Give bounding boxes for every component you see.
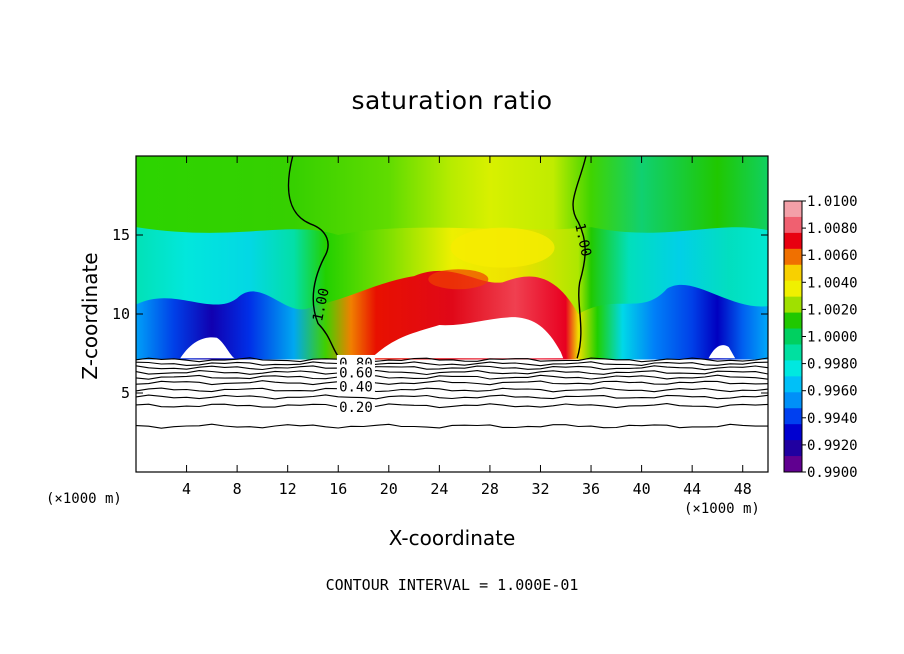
colorbar-swatch bbox=[784, 424, 802, 441]
x-axis-label: X-coordinate bbox=[388, 526, 516, 550]
colorbar-tick-label: 1.0040 bbox=[807, 275, 858, 291]
contour-lines bbox=[135, 155, 769, 429]
contour-line-lower bbox=[135, 394, 769, 400]
contour-label: 0.40 bbox=[339, 380, 373, 396]
contour-label: 1.00 bbox=[310, 287, 333, 323]
y-tick-label: 15 bbox=[112, 226, 130, 244]
field-white-bump-right bbox=[708, 345, 736, 359]
x-tick-label: 16 bbox=[329, 480, 347, 498]
contour-line-lower bbox=[135, 387, 769, 393]
colorbar-swatch bbox=[784, 408, 802, 425]
contour-1.00-right bbox=[572, 155, 587, 359]
colorbar-tick-label: 0.9900 bbox=[807, 465, 858, 481]
contour-interval-note: CONTOUR INTERVAL = 1.000E-01 bbox=[325, 576, 579, 594]
x-tick-label: 8 bbox=[233, 480, 242, 498]
colorbar-swatch bbox=[784, 440, 802, 457]
field-layer-lower bbox=[136, 270, 768, 360]
field-white-patch bbox=[371, 317, 564, 359]
contour-label-bg bbox=[336, 364, 375, 380]
x-tick-label: 24 bbox=[430, 480, 448, 498]
y-tick-label: 5 bbox=[121, 384, 130, 402]
contour-label: 0.60 bbox=[339, 365, 373, 381]
contour-label: 1.00 bbox=[571, 222, 594, 258]
colorbar: 1.0100 1.0080 1.0060 1.0040 1.0020 1.0000 0.99… bbox=[783, 194, 858, 481]
contour-line-lower bbox=[135, 380, 769, 386]
colorbar-tick-label: 0.9980 bbox=[807, 357, 858, 373]
contour-line-lower bbox=[135, 365, 769, 371]
colorbar-tick-label: 1.0060 bbox=[807, 248, 858, 264]
colorbar-swatch bbox=[784, 280, 802, 298]
x-tick-label: 44 bbox=[683, 480, 701, 498]
colorbar-swatch bbox=[784, 264, 802, 282]
colorbar-swatch bbox=[784, 232, 802, 250]
colorbar-swatch bbox=[784, 216, 802, 234]
chart-title: saturation ratio bbox=[351, 86, 553, 115]
contour-label-bg bbox=[336, 399, 375, 415]
x-tick-label: 12 bbox=[279, 480, 297, 498]
contour-label-bg bbox=[336, 378, 375, 394]
x-unit-label-right: (×1000 m) bbox=[684, 501, 760, 517]
colorbar-swatch bbox=[784, 296, 802, 314]
contour-1.00-left bbox=[287, 155, 341, 359]
field-orange-core bbox=[428, 269, 489, 290]
colorbar-tick-label: 0.9960 bbox=[807, 384, 858, 400]
x-tick-label: 32 bbox=[531, 480, 549, 498]
contour-label: 0.20 bbox=[339, 400, 373, 416]
colorbar-swatch bbox=[784, 360, 802, 377]
colorbar-swatch bbox=[784, 201, 802, 218]
colorbar-tick-label: 0.9920 bbox=[807, 438, 858, 454]
colorbar-tick-label: 1.0020 bbox=[807, 302, 858, 318]
colorbar-tick-label: 1.0080 bbox=[807, 221, 858, 237]
colorbar-swatch bbox=[784, 376, 802, 393]
colorbar-swatch bbox=[784, 344, 802, 361]
contour-line-lower bbox=[135, 403, 769, 409]
x-tick-label: 4 bbox=[182, 480, 191, 498]
contour-line-lower bbox=[135, 423, 768, 429]
saturation-field bbox=[136, 156, 768, 472]
contour-line-lower bbox=[135, 369, 769, 376]
colorbar-swatch bbox=[784, 456, 802, 473]
colorbar-tick-label: 1.0000 bbox=[807, 330, 858, 346]
y-axis-label: Z-coordinate bbox=[78, 252, 102, 380]
x-tick-label: 28 bbox=[481, 480, 499, 498]
contour-line-lower bbox=[135, 357, 769, 363]
x-tick-label: 48 bbox=[734, 480, 752, 498]
x-tick-label: 40 bbox=[633, 480, 651, 498]
contour-line-lower bbox=[135, 361, 769, 367]
field-white-bump-left bbox=[180, 337, 235, 359]
y-tick-label: 10 bbox=[112, 305, 130, 323]
contour-line-lower bbox=[135, 374, 769, 380]
colorbar-swatch bbox=[784, 392, 802, 409]
x-tick-label: 36 bbox=[582, 480, 600, 498]
colorbar-swatch bbox=[784, 328, 802, 345]
colorbar-swatch bbox=[784, 248, 802, 266]
colorbar-tick-label: 1.0100 bbox=[807, 194, 858, 210]
field-yellow-core bbox=[450, 227, 555, 268]
colorbar-tick-label: 0.9940 bbox=[807, 411, 858, 427]
x-tick-label: 20 bbox=[380, 480, 398, 498]
x-unit-label-left: (×1000 m) bbox=[46, 491, 122, 507]
colorbar-swatch bbox=[784, 312, 802, 330]
